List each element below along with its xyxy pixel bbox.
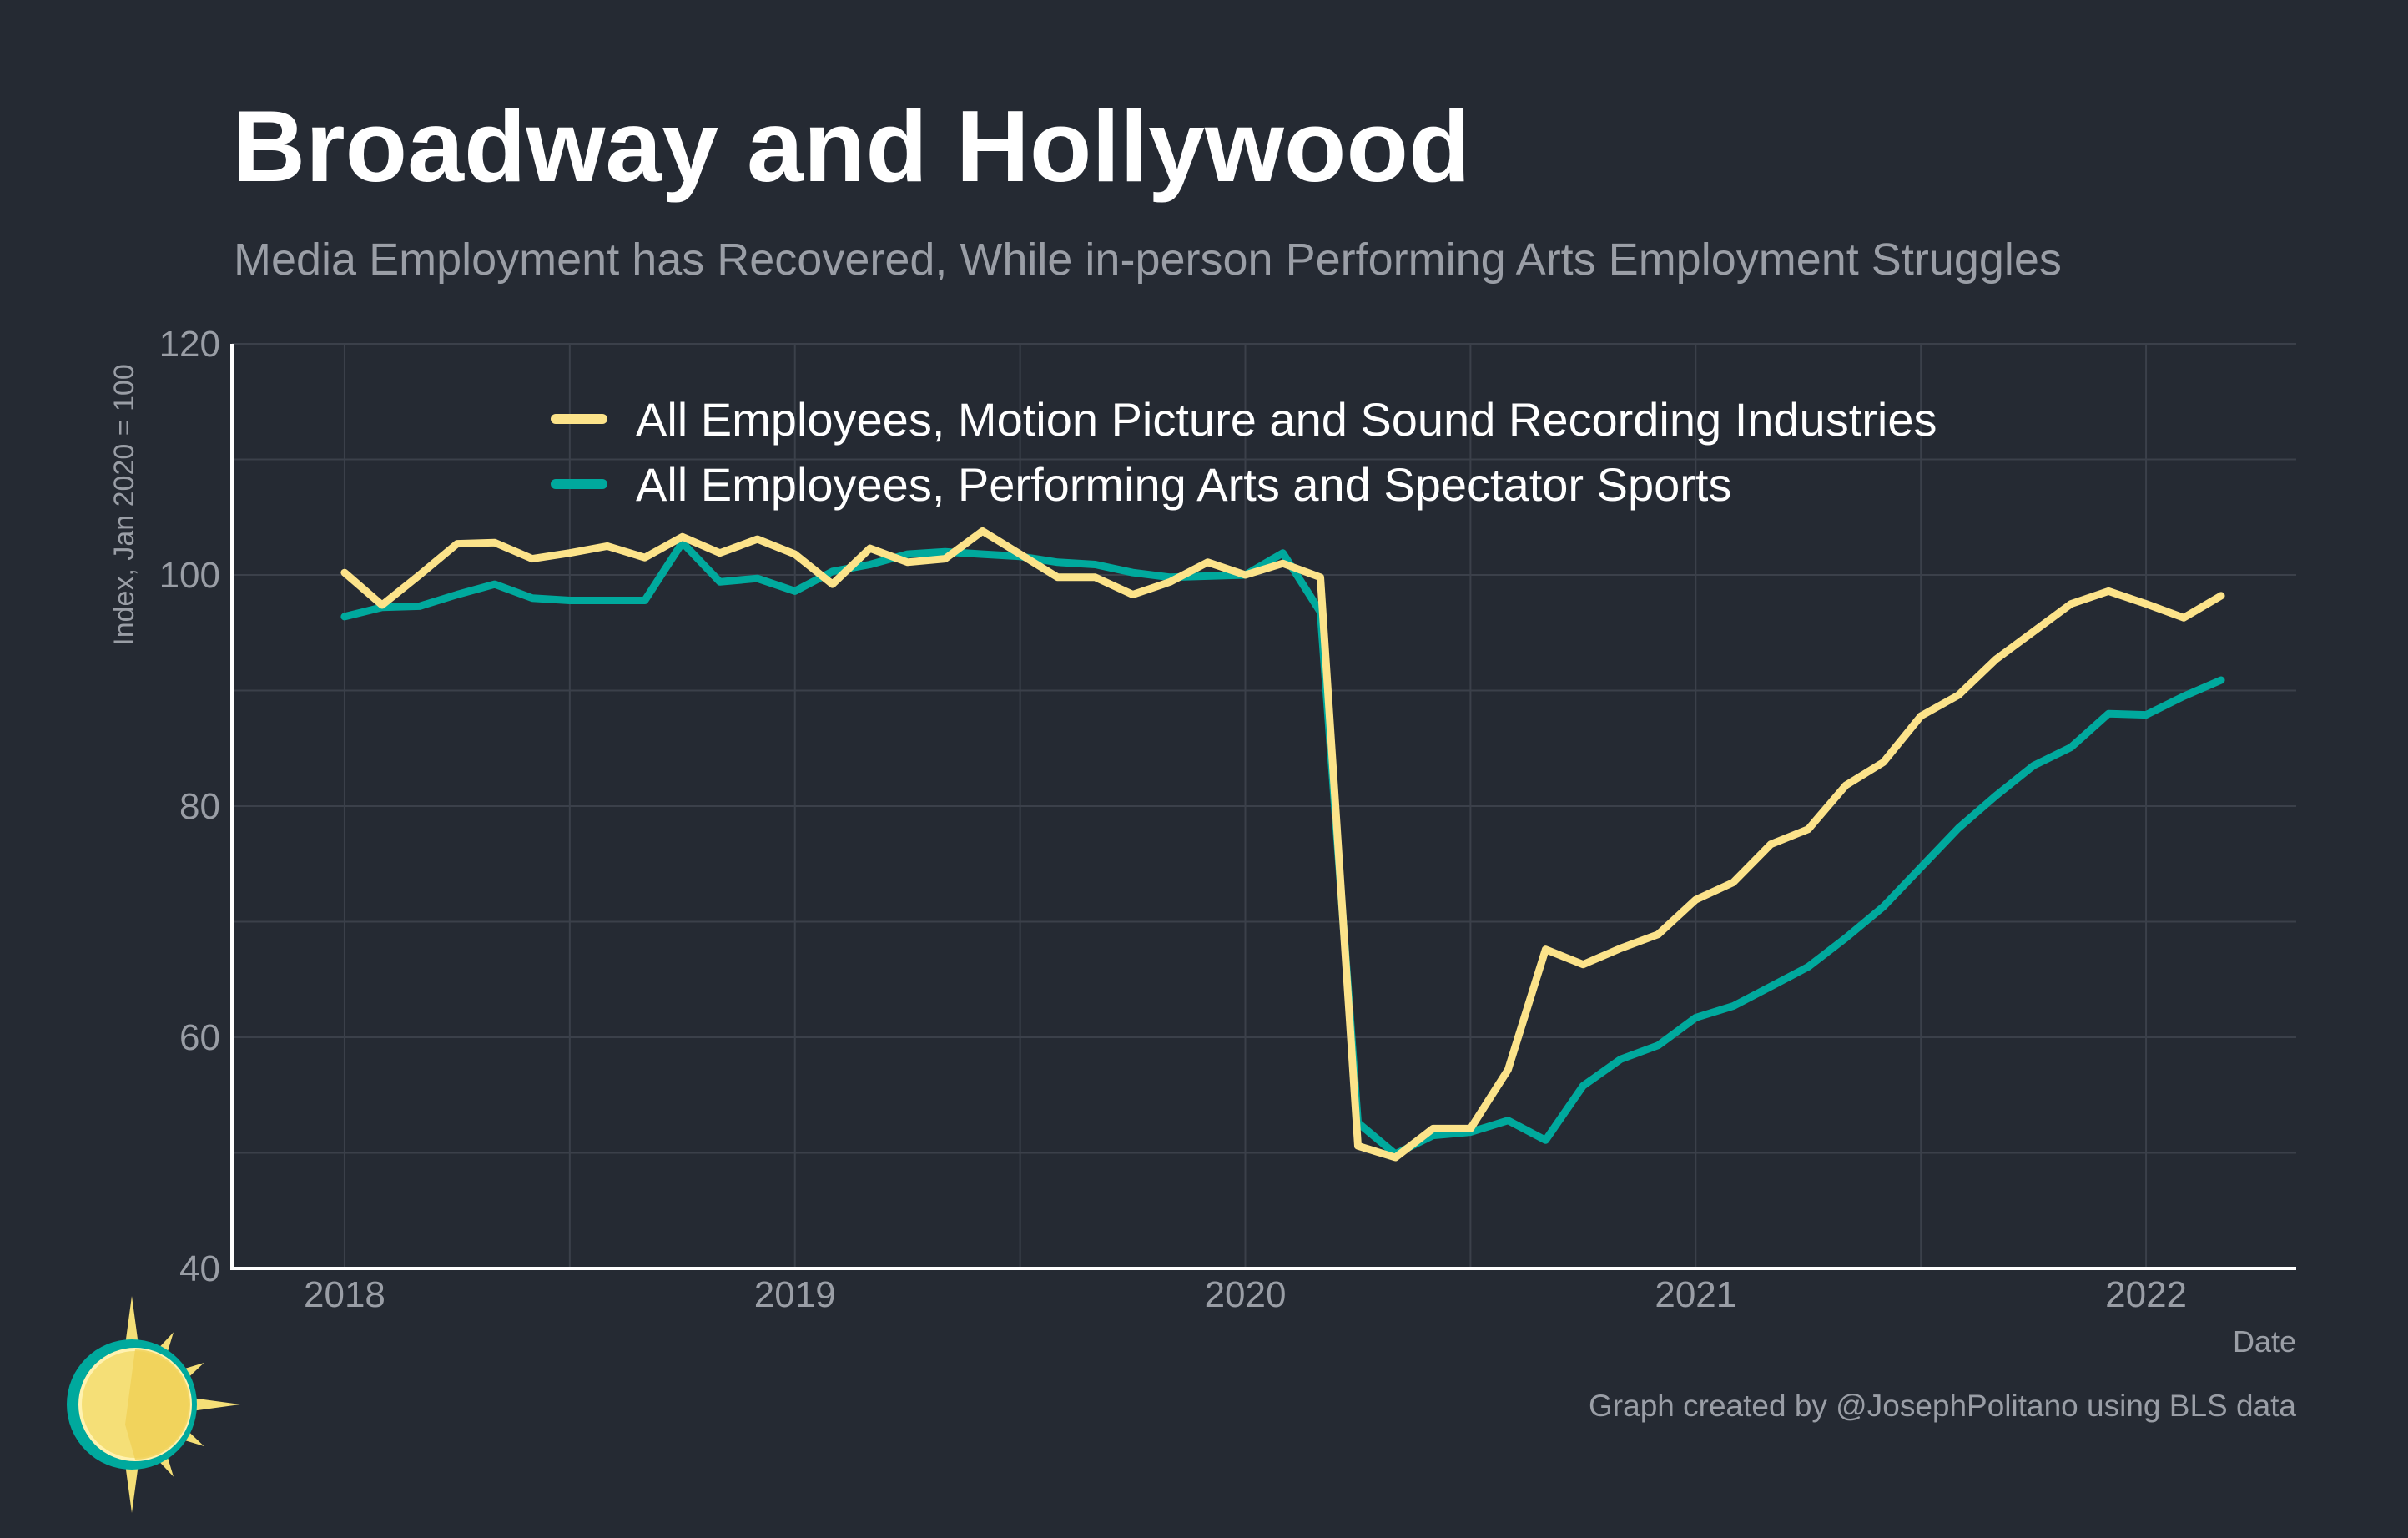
grid-lines bbox=[232, 343, 2296, 1268]
y-tick-label: 40 bbox=[179, 1248, 220, 1289]
y-tick-label: 80 bbox=[179, 786, 220, 827]
x-axis-ticks: 2018 2019 2020 2021 2022 bbox=[304, 1274, 2187, 1315]
y-axis-ticks: 40 60 80 100 120 bbox=[159, 324, 220, 1289]
x-axis-label: Date bbox=[2233, 1324, 2296, 1359]
axes bbox=[230, 344, 2296, 1270]
x-tick-label: 2021 bbox=[1655, 1274, 1736, 1315]
series-lines bbox=[340, 527, 2225, 1162]
x-tick-label: 2020 bbox=[1205, 1274, 1287, 1315]
x-tick-label: 2022 bbox=[2105, 1274, 2187, 1315]
legend: All Employees, Motion Picture and Sound … bbox=[551, 393, 1937, 511]
legend-label: All Employees, Motion Picture and Sound … bbox=[636, 393, 1937, 446]
x-tick-label: 2019 bbox=[754, 1274, 836, 1315]
series-line bbox=[340, 538, 2225, 1158]
credit-text: Graph created by @JosephPolitano using B… bbox=[1589, 1389, 2296, 1423]
y-tick-label: 100 bbox=[159, 555, 220, 596]
y-tick-label: 120 bbox=[159, 324, 220, 365]
y-axis-label: Index, Jan 2020 = 100 bbox=[108, 364, 140, 645]
chart-title: Broadway and Hollywood bbox=[232, 89, 1471, 203]
legend-label: All Employees, Performing Arts and Spect… bbox=[636, 458, 1731, 511]
series-line bbox=[340, 527, 2225, 1162]
y-tick-label: 60 bbox=[179, 1017, 220, 1058]
x-tick-label: 2018 bbox=[304, 1274, 385, 1315]
chart-subtitle: Media Employment has Recovered, While in… bbox=[234, 234, 2062, 285]
sun-logo bbox=[67, 1296, 240, 1513]
sun-shade bbox=[125, 1349, 190, 1460]
